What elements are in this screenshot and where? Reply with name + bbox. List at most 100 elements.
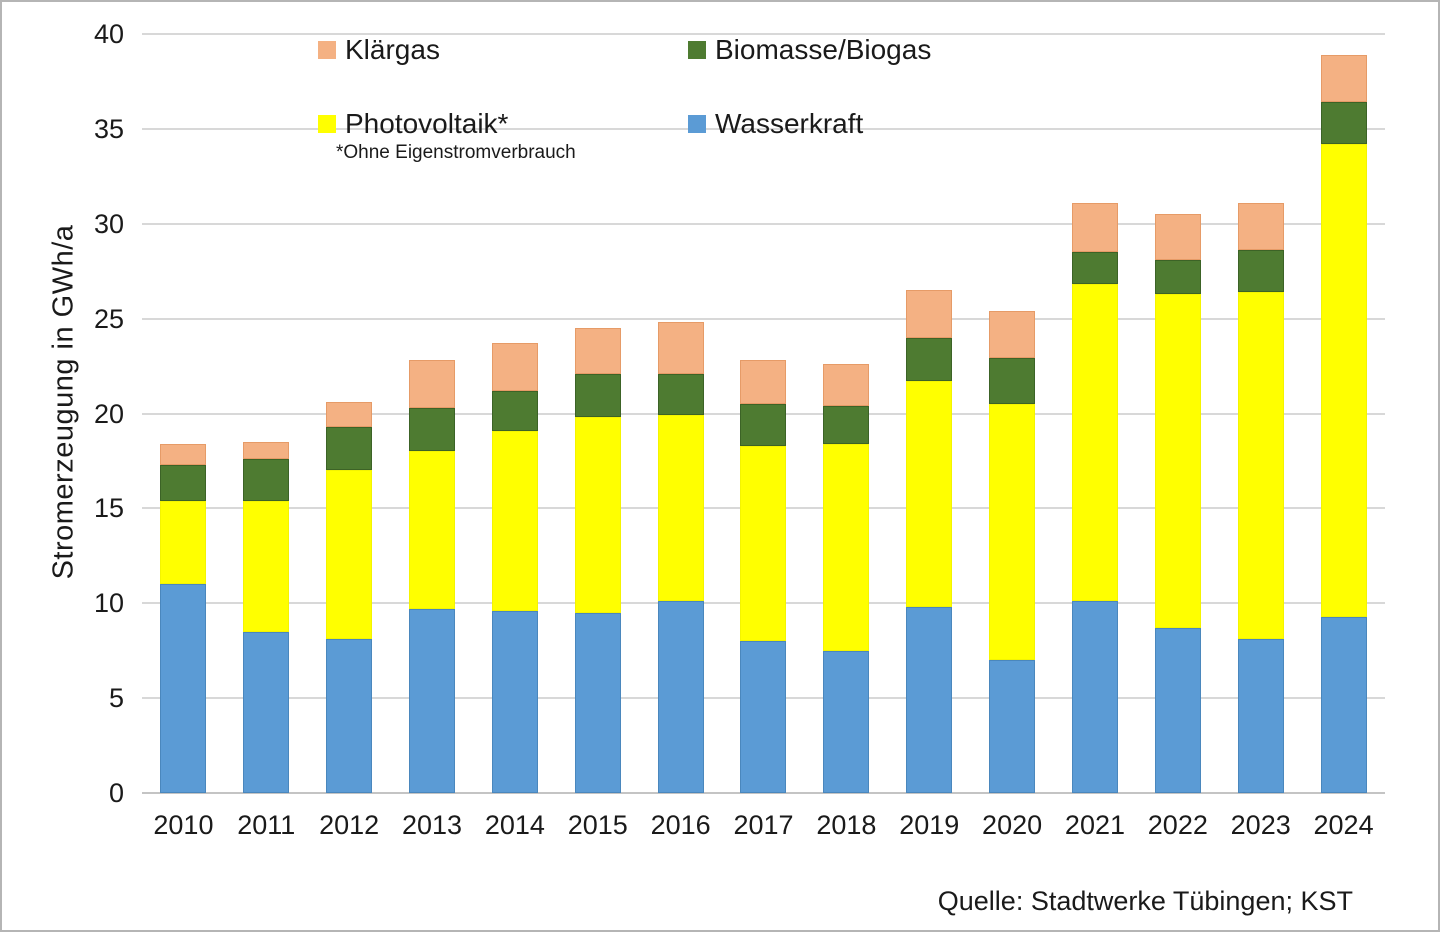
bar-segment-photovoltaik-2015: [574, 417, 621, 613]
bar-segment-wasserkraft-2011: [243, 631, 290, 793]
bar-segment-klrgas-2014: [491, 343, 538, 391]
bar-segment-wasserkraft-2024: [1320, 616, 1367, 793]
bar-segment-wasserkraft-2016: [657, 601, 704, 793]
x-tick-label-2018: 2018: [816, 810, 877, 840]
y-tick-label-0: 0: [108, 778, 124, 808]
bar-segment-biomassebiogas-2017: [740, 404, 787, 446]
legend-label: Photovoltaik*: [345, 108, 509, 139]
bar-segment-photovoltaik-2012: [326, 470, 373, 640]
stacked-bar-2020: [989, 34, 1036, 793]
stacked-bar-2018: [823, 34, 870, 793]
bar-segment-biomassebiogas-2016: [657, 373, 704, 416]
bar-segment-photovoltaik-2020: [989, 404, 1036, 661]
source-note: Quelle: Stadtwerke Tübingen; KST: [937, 886, 1353, 916]
legend-swatch-icon: [318, 41, 336, 59]
bar-segment-wasserkraft-2017: [740, 641, 787, 793]
stacked-bar-2016: [657, 34, 704, 793]
x-tick-label-2019: 2019: [899, 810, 960, 840]
stacked-bar-2012: [326, 34, 373, 793]
x-tick-label-2016: 2016: [650, 810, 711, 840]
bar-segment-wasserkraft-2013: [409, 608, 456, 793]
bar-column-2010: [142, 34, 225, 793]
bar-segment-biomassebiogas-2015: [574, 373, 621, 418]
bar-segment-photovoltaik-2018: [823, 443, 870, 651]
bar-column-2020: [971, 34, 1054, 793]
stacked-bar-2011: [243, 34, 290, 793]
bar-segment-photovoltaik-2017: [740, 445, 787, 642]
x-tick-label-2020: 2020: [982, 810, 1043, 840]
stacked-bar-2015: [574, 34, 621, 793]
chart-legend: Klärgas Biomasse/Biogas Photovoltaik* Wasse…: [318, 32, 931, 142]
stacked-bar-2019: [906, 34, 953, 793]
bar-column-2017: [722, 34, 805, 793]
bar-segment-biomassebiogas-2011: [243, 459, 290, 501]
bar-column-2021: [1054, 34, 1137, 793]
stacked-bar-2010: [160, 34, 207, 793]
bar-segment-wasserkraft-2012: [326, 639, 373, 793]
bar-segment-biomassebiogas-2024: [1320, 102, 1367, 145]
x-tick-label-2017: 2017: [733, 810, 794, 840]
bar-column-2018: [805, 34, 888, 793]
bar-segment-klrgas-2015: [574, 328, 621, 374]
legend-swatch-icon: [318, 115, 336, 133]
bar-segment-klrgas-2021: [1071, 202, 1118, 253]
x-tick-label-2014: 2014: [484, 810, 545, 840]
bar-column-2014: [473, 34, 556, 793]
bar-segment-klrgas-2023: [1237, 202, 1284, 251]
bar-column-2023: [1219, 34, 1302, 793]
bar-segment-photovoltaik-2013: [409, 451, 456, 609]
y-tick-label-35: 35: [93, 113, 124, 144]
legend-item-wasserkraft: Wasserkraft: [688, 106, 931, 142]
gridline-y-25: [142, 317, 1385, 320]
x-tick-label-2024: 2024: [1313, 810, 1374, 840]
bar-segment-biomassebiogas-2022: [1154, 259, 1201, 294]
bar-segment-photovoltaik-2014: [491, 430, 538, 611]
bar-segment-photovoltaik-2023: [1237, 292, 1284, 640]
legend-label: Wasserkraft: [715, 108, 864, 139]
y-tick-label-20: 20: [93, 398, 124, 429]
bar-segment-wasserkraft-2014: [491, 610, 538, 793]
bar-segment-klrgas-2012: [326, 402, 373, 427]
bar-column-2022: [1136, 34, 1219, 793]
bar-column-2016: [639, 34, 722, 793]
y-tick-label-10: 10: [93, 588, 124, 619]
bar-segment-klrgas-2013: [409, 360, 456, 408]
legend-item-klrgas: Klärgas: [318, 32, 688, 68]
bar-segment-wasserkraft-2023: [1237, 639, 1284, 793]
stacked-bar-2024: [1320, 34, 1367, 793]
bar-segment-wasserkraft-2021: [1071, 601, 1118, 793]
bar-segment-wasserkraft-2015: [574, 612, 621, 793]
bar-segment-wasserkraft-2022: [1154, 627, 1201, 793]
bar-segment-biomassebiogas-2018: [823, 405, 870, 444]
legend-item-photovoltaik: Photovoltaik*: [318, 106, 688, 142]
bar-segment-biomassebiogas-2020: [989, 358, 1036, 405]
bar-segment-klrgas-2016: [657, 322, 704, 374]
x-tick-label-2015: 2015: [567, 810, 628, 840]
y-tick-label-40: 40: [93, 19, 124, 49]
photovoltaik-footnote: *Ohne Eigenstromverbrauch: [336, 142, 576, 163]
bar-segment-photovoltaik-2024: [1320, 144, 1367, 617]
y-tick-label-15: 15: [93, 493, 124, 524]
legend-item-biomassebiogas: Biomasse/Biogas: [688, 32, 931, 68]
bar-column-2013: [391, 34, 474, 793]
bar-segment-biomassebiogas-2012: [326, 426, 373, 471]
bar-column-2011: [225, 34, 308, 793]
gridline-y-30: [142, 222, 1385, 225]
bar-segment-klrgas-2024: [1320, 54, 1367, 103]
legend-swatch-icon: [688, 41, 706, 59]
bar-segment-biomassebiogas-2023: [1237, 250, 1284, 293]
bar-segment-photovoltaik-2011: [243, 500, 290, 632]
bar-segment-photovoltaik-2022: [1154, 293, 1201, 628]
bar-segment-photovoltaik-2016: [657, 415, 704, 602]
gridline-y-35: [142, 127, 1385, 130]
stacked-bar-2013: [409, 34, 456, 793]
x-tick-label-2010: 2010: [153, 810, 214, 840]
bar-segment-klrgas-2010: [160, 443, 207, 465]
y-tick-label-30: 30: [93, 208, 124, 239]
plot-area: [142, 33, 1385, 794]
bar-segment-biomassebiogas-2021: [1071, 252, 1118, 285]
x-tick-label-2022: 2022: [1147, 810, 1208, 840]
legend-label: Biomasse/Biogas: [715, 34, 932, 65]
x-tick-label-2023: 2023: [1230, 810, 1291, 840]
